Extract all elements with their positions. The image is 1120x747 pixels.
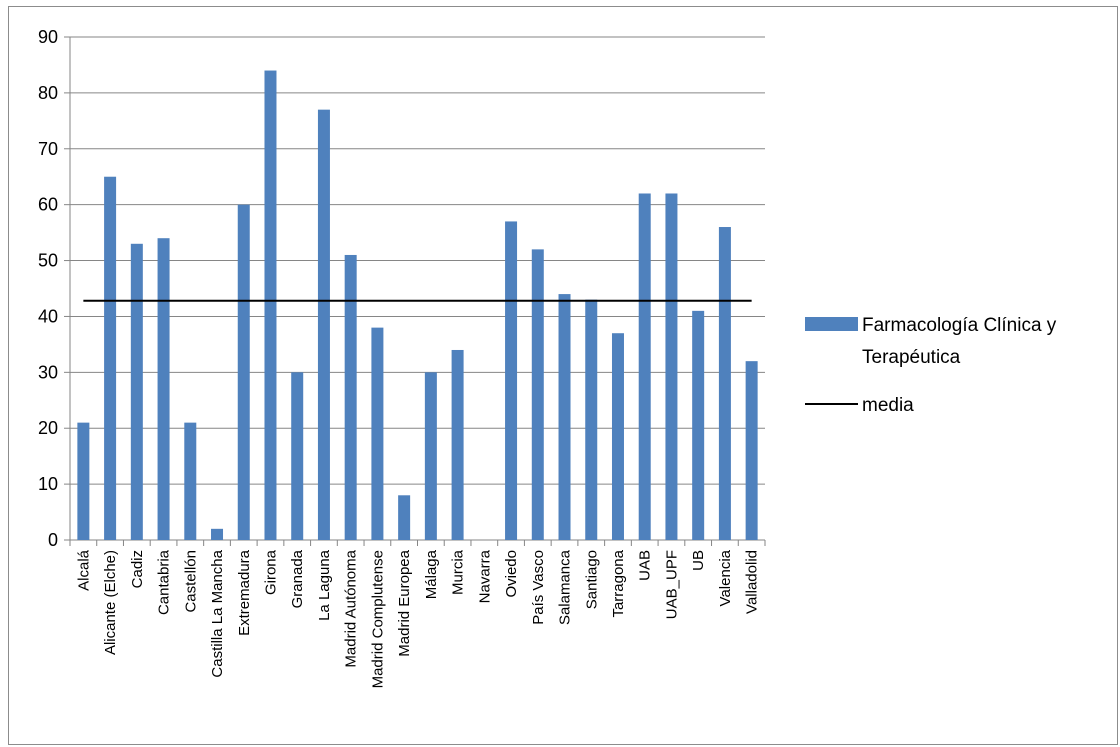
bar — [611, 333, 624, 540]
bar — [558, 294, 571, 540]
x-tick-labels: Alcalá Alicante (Elche) Cadiz Cantabria Cast… — [75, 549, 760, 688]
bar — [451, 349, 464, 540]
bar — [585, 299, 598, 540]
bar — [317, 109, 330, 541]
legend: Farmacología Clínica y Terapéutica media — [805, 315, 1057, 416]
y-tick-label: 60 — [38, 195, 58, 215]
y-tick-label: 50 — [38, 251, 58, 271]
bar — [638, 193, 651, 540]
x-tick-label: UB — [690, 550, 707, 571]
x-tick-label: Madrid Autónoma — [343, 549, 360, 667]
x-tick-label: Murcia — [450, 549, 467, 595]
x-tick-label: Valladolid — [744, 550, 761, 614]
bar — [264, 70, 277, 541]
legend-swatch-bar — [805, 317, 858, 331]
bar — [130, 243, 143, 541]
x-tick-label: Alicante (Elche) — [102, 550, 119, 655]
legend-label-media: media — [862, 395, 914, 416]
x-tick-label: Madrid Europea — [396, 549, 413, 656]
x-tick-label: Castilla La Mancha — [209, 549, 226, 677]
bar — [745, 361, 758, 540]
bar — [344, 254, 357, 540]
y-tick-label: 80 — [38, 83, 58, 103]
y-tick-label: 10 — [38, 474, 58, 494]
x-tick-label: Salamanca — [557, 549, 574, 625]
bar — [398, 495, 411, 540]
y-tick-label: 30 — [38, 362, 58, 382]
x-tick-label: Extremadura — [236, 549, 253, 636]
bar — [718, 227, 731, 540]
x-tick-label: Cantabria — [156, 549, 173, 615]
x-tick-label: Girona — [262, 549, 279, 595]
bar — [291, 372, 304, 540]
y-tick-label: 70 — [38, 139, 58, 159]
x-tick-label: UAB_UPF — [663, 550, 680, 619]
x-tick-label: Tarragona — [610, 549, 627, 617]
x-tick-label: Málaga — [423, 549, 440, 599]
legend-label-bar-line2: Terapéutica — [862, 347, 961, 368]
x-tick-label: Valencia — [717, 549, 734, 606]
y-tick-label: 20 — [38, 418, 58, 438]
bar — [692, 310, 705, 540]
y-tick-label: 40 — [38, 306, 58, 326]
bar — [371, 327, 384, 540]
bar — [424, 372, 437, 540]
bar — [237, 204, 250, 540]
x-tick-label: Madrid Complutense — [369, 550, 386, 688]
bar — [211, 528, 224, 540]
bar — [531, 249, 544, 540]
x-tick-label: Castellón — [182, 550, 199, 613]
x-tick-label: Santiago — [583, 550, 600, 609]
bar — [184, 422, 197, 540]
y-tick-labels: 0 10 20 30 40 50 60 70 80 90 — [38, 27, 58, 550]
y-tick-label: 0 — [48, 530, 58, 550]
x-tick-label: UAB — [637, 550, 654, 581]
bar — [157, 238, 170, 540]
y-tick-label: 90 — [38, 27, 58, 47]
bar — [77, 422, 90, 540]
x-tick-label: Navarra — [476, 549, 493, 603]
x-tick-label: Oviedo — [503, 550, 520, 598]
x-tick-label: Alcalá — [75, 549, 92, 591]
bar — [665, 193, 678, 540]
bars — [77, 70, 758, 541]
bar — [104, 176, 117, 540]
gridlines — [70, 36, 765, 485]
legend-label-bar-line1: Farmacología Clínica y — [862, 315, 1057, 336]
x-tick-label: Cadiz — [129, 550, 146, 588]
x-tick-label: La Laguna — [316, 549, 333, 621]
bar — [505, 221, 518, 540]
x-tick-label: Granada — [289, 549, 306, 608]
x-tick-label: País Vasco — [530, 550, 547, 625]
